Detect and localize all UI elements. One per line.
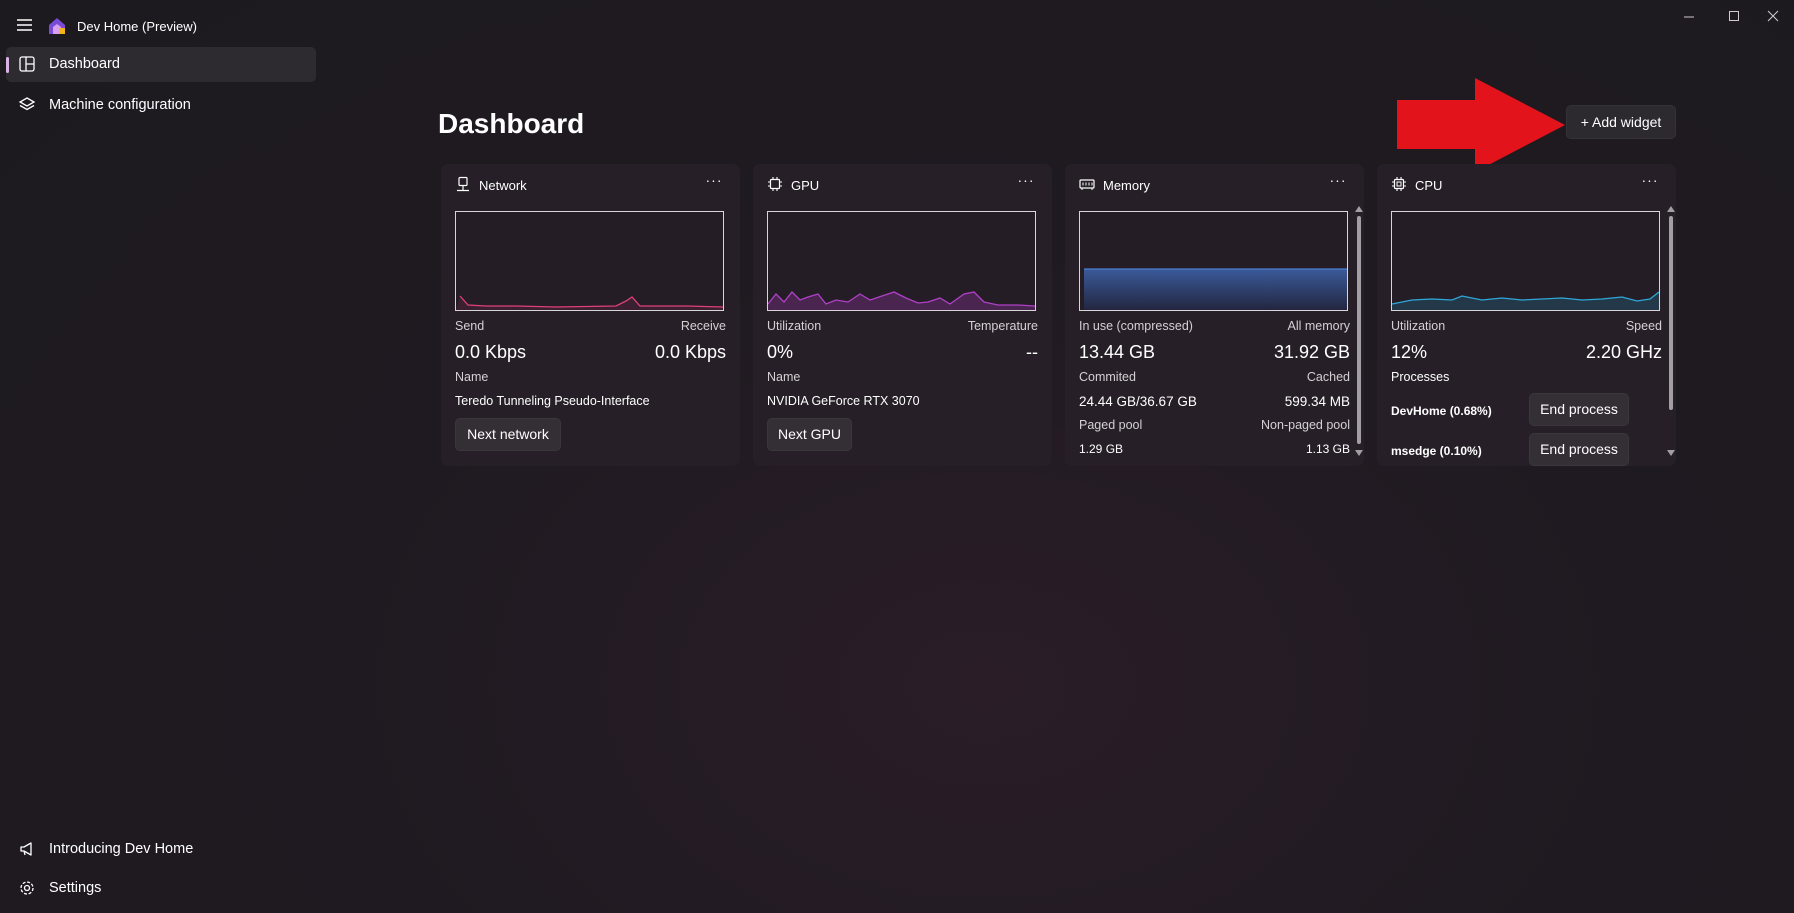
cpu-graph <box>1391 211 1660 311</box>
paged-pool-label: Paged pool <box>1079 418 1143 432</box>
title-bar: Dev Home (Preview) <box>0 0 1794 48</box>
nav-item-settings[interactable]: Settings <box>6 871 316 906</box>
process-name: msedge (0.10%) <box>1391 444 1482 458</box>
cached-label: Cached <box>1306 370 1350 384</box>
scroll-up-icon[interactable] <box>1355 206 1363 212</box>
scroll-down-icon[interactable] <box>1355 450 1363 456</box>
paged-pool-value: 1.29 GB <box>1079 442 1124 456</box>
gpu-name-value: NVIDIA GeForce RTX 3070 <box>767 394 920 408</box>
scrollbar[interactable] <box>1355 206 1363 456</box>
non-paged-pool-label: Non-paged pool <box>1261 418 1350 432</box>
all-memory-value: 31.92 GB <box>1273 342 1350 362</box>
process-name: DevHome (0.68%) <box>1391 404 1492 418</box>
more-options-button[interactable]: ··· <box>1329 172 1347 188</box>
nav-label: Dashboard <box>49 56 120 72</box>
speed-label: Speed <box>1625 319 1662 333</box>
cpu-icon <box>1391 176 1407 192</box>
close-button[interactable] <box>1760 6 1786 28</box>
widget-title: CPU <box>1415 178 1443 193</box>
scroll-down-icon[interactable] <box>1667 450 1675 456</box>
widget-title: Memory <box>1103 178 1150 193</box>
utilization-value: 0% <box>767 342 794 362</box>
selected-indicator <box>6 57 9 73</box>
network-icon <box>455 176 471 192</box>
end-process-button[interactable]: End process <box>1529 433 1629 466</box>
gpu-widget: GPU ··· Utilization Temperature 0% -- Na… <box>753 164 1052 466</box>
app-title: Dev Home (Preview) <box>77 19 197 34</box>
page-title: Dashboard <box>438 108 585 139</box>
memory-widget: Memory ··· In use (compressed) All memor… <box>1065 164 1364 466</box>
scrollbar-thumb[interactable] <box>1669 216 1673 410</box>
dev-home-logo-icon <box>47 16 67 36</box>
hamburger-menu-icon[interactable] <box>14 15 36 35</box>
more-options-button[interactable]: ··· <box>1017 172 1035 188</box>
layers-icon <box>18 96 36 114</box>
send-label: Send <box>455 319 485 333</box>
widget-title: Network <box>479 178 527 193</box>
scrollbar-thumb[interactable] <box>1357 216 1361 444</box>
in-use-value: 13.44 GB <box>1079 342 1156 362</box>
megaphone-icon <box>18 840 36 858</box>
nav-label: Introducing Dev Home <box>49 841 194 857</box>
scroll-up-icon[interactable] <box>1667 206 1675 212</box>
name-label: Name <box>767 370 801 384</box>
committed-value: 24.44 GB/36.67 GB <box>1079 394 1197 409</box>
name-label: Name <box>455 370 489 384</box>
utilization-label: Utilization <box>1391 319 1446 333</box>
cpu-widget: CPU ··· Utilization Speed 12% 2.20 GHz P… <box>1377 164 1676 466</box>
gear-icon <box>18 879 36 897</box>
nav-label: Machine configuration <box>49 97 191 113</box>
receive-value: 0.0 Kbps <box>654 342 726 362</box>
non-paged-pool-value: 1.13 GB <box>1305 442 1350 456</box>
network-name-value: Teredo Tunneling Pseudo-Interface <box>455 394 650 408</box>
more-options-button[interactable]: ··· <box>1641 172 1659 188</box>
red-arrow-annotation <box>1395 78 1567 173</box>
send-value: 0.0 Kbps <box>455 342 527 362</box>
nav-item-machine-configuration[interactable]: Machine configuration <box>6 88 316 123</box>
end-process-button[interactable]: End process <box>1529 393 1629 426</box>
processes-label: Processes <box>1391 370 1450 384</box>
utilization-label: Utilization <box>767 319 822 333</box>
receive-label: Receive <box>680 319 726 333</box>
minimize-button[interactable] <box>1676 6 1702 28</box>
committed-label: Commited <box>1079 370 1136 384</box>
dashboard-icon <box>18 55 36 73</box>
widget-title: GPU <box>791 178 820 193</box>
temperature-value: -- <box>1026 342 1038 362</box>
next-gpu-button[interactable]: Next GPU <box>767 418 852 451</box>
all-memory-label: All memory <box>1287 319 1350 333</box>
speed-value: 2.20 GHz <box>1585 342 1662 362</box>
add-widget-button[interactable]: + Add widget <box>1566 105 1676 139</box>
network-graph <box>455 211 724 311</box>
maximize-button[interactable] <box>1721 6 1747 28</box>
cached-value: 599.34 MB <box>1284 394 1350 409</box>
network-widget: Network ··· Send Receive 0.0 Kbps 0.0 Kb… <box>441 164 740 466</box>
gpu-graph <box>767 211 1036 311</box>
gpu-icon <box>767 176 783 192</box>
in-use-label: In use (compressed) <box>1079 319 1193 333</box>
more-options-button[interactable]: ··· <box>705 172 723 188</box>
temperature-label: Temperature <box>967 319 1038 333</box>
memory-graph <box>1079 211 1348 311</box>
scrollbar[interactable] <box>1667 206 1675 456</box>
nav-label: Settings <box>49 880 102 896</box>
nav-item-dashboard[interactable]: Dashboard <box>6 47 316 82</box>
memory-icon <box>1079 176 1095 192</box>
next-network-button[interactable]: Next network <box>455 418 561 451</box>
utilization-value: 12% <box>1391 342 1428 362</box>
nav-item-introducing-dev-home[interactable]: Introducing Dev Home <box>6 832 316 867</box>
